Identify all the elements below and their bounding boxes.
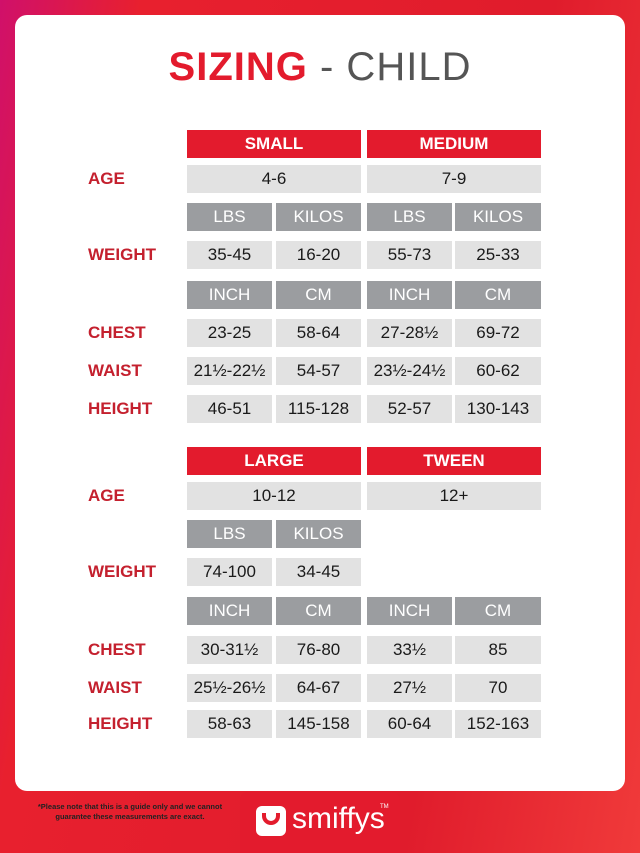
size-header: LARGE	[187, 447, 361, 475]
unit-header: KILOS	[455, 203, 541, 231]
title: SIZING - CHILD	[0, 45, 640, 90]
measure-cell: 30-31½	[187, 636, 272, 664]
measure-cell: 70	[455, 674, 541, 702]
age-cell: 4-6	[187, 165, 361, 193]
unit-header: INCH	[367, 281, 452, 309]
measure-cell: 54-57	[276, 357, 361, 385]
disclaimer: *Please note that this is a guide only a…	[30, 802, 230, 822]
measure-cell: 23½-24½	[367, 357, 452, 385]
measure-cell: 52-57	[367, 395, 452, 423]
title-rest: - CHILD	[320, 45, 472, 89]
unit-header: CM	[276, 597, 361, 625]
weight-cell: 55-73	[367, 241, 452, 269]
measure-cell: 27-28½	[367, 319, 452, 347]
measure-cell: 152-163	[455, 710, 541, 738]
logo-name: smiffys	[292, 802, 385, 835]
unit-header: CM	[455, 281, 541, 309]
measure-cell: 145-158	[276, 710, 361, 738]
size-header: TWEEN	[367, 447, 541, 475]
title-bold: SIZING	[168, 45, 308, 89]
measure-cell: 85	[455, 636, 541, 664]
measure-cell: 58-63	[187, 710, 272, 738]
measure-cell: 64-67	[276, 674, 361, 702]
age-cell: 10-12	[187, 482, 361, 510]
unit-header: LBS	[187, 520, 272, 548]
size-header: MEDIUM	[367, 130, 541, 158]
row-label: AGE	[88, 169, 125, 188]
row-label: HEIGHT	[88, 399, 153, 418]
weight-cell: 35-45	[187, 241, 272, 269]
measure-cell: 130-143	[455, 395, 541, 423]
weight-cell: 16-20	[276, 241, 361, 269]
unit-header: LBS	[187, 203, 272, 231]
row-label: CHEST	[88, 640, 146, 659]
unit-header: LBS	[367, 203, 452, 231]
size-header: SMALL	[187, 130, 361, 158]
row-label: WAIST	[88, 361, 142, 380]
measure-cell: 60-64	[367, 710, 452, 738]
row-label: WEIGHT	[88, 562, 156, 581]
weight-cell: 25-33	[455, 241, 541, 269]
weight-cell: 34-45	[276, 558, 361, 586]
logo-mark: TM	[380, 804, 389, 810]
measure-cell: 69-72	[455, 319, 541, 347]
measure-cell: 60-62	[455, 357, 541, 385]
logo-smile	[262, 813, 280, 825]
unit-header: KILOS	[276, 520, 361, 548]
measure-cell: 21½-22½	[187, 357, 272, 385]
note-line: *Please note that this is a guide only a…	[37, 802, 223, 811]
unit-header: INCH	[187, 597, 272, 625]
age-cell: 12+	[367, 482, 541, 510]
logo: smiffys TM	[240, 792, 400, 853]
measure-cell: 33½	[367, 636, 452, 664]
row-label: CHEST	[88, 323, 146, 342]
unit-header: CM	[276, 281, 361, 309]
measure-cell: 115-128	[276, 395, 361, 423]
measure-cell: 23-25	[187, 319, 272, 347]
unit-header: KILOS	[276, 203, 361, 231]
row-label: WEIGHT	[88, 245, 156, 264]
row-label: AGE	[88, 486, 125, 505]
measure-cell: 58-64	[276, 319, 361, 347]
measure-cell: 25½-26½	[187, 674, 272, 702]
measure-cell: 27½	[367, 674, 452, 702]
row-label: HEIGHT	[88, 714, 153, 733]
measure-cell: 46-51	[187, 395, 272, 423]
unit-header: INCH	[367, 597, 452, 625]
weight-cell: 74-100	[187, 558, 272, 586]
measure-cell: 76-80	[276, 636, 361, 664]
unit-header: INCH	[187, 281, 272, 309]
row-label: WAIST	[88, 678, 142, 697]
note-line: guarantee these measurements are exact.	[55, 812, 205, 821]
logo-icon	[256, 806, 286, 836]
unit-header: CM	[455, 597, 541, 625]
age-cell: 7-9	[367, 165, 541, 193]
